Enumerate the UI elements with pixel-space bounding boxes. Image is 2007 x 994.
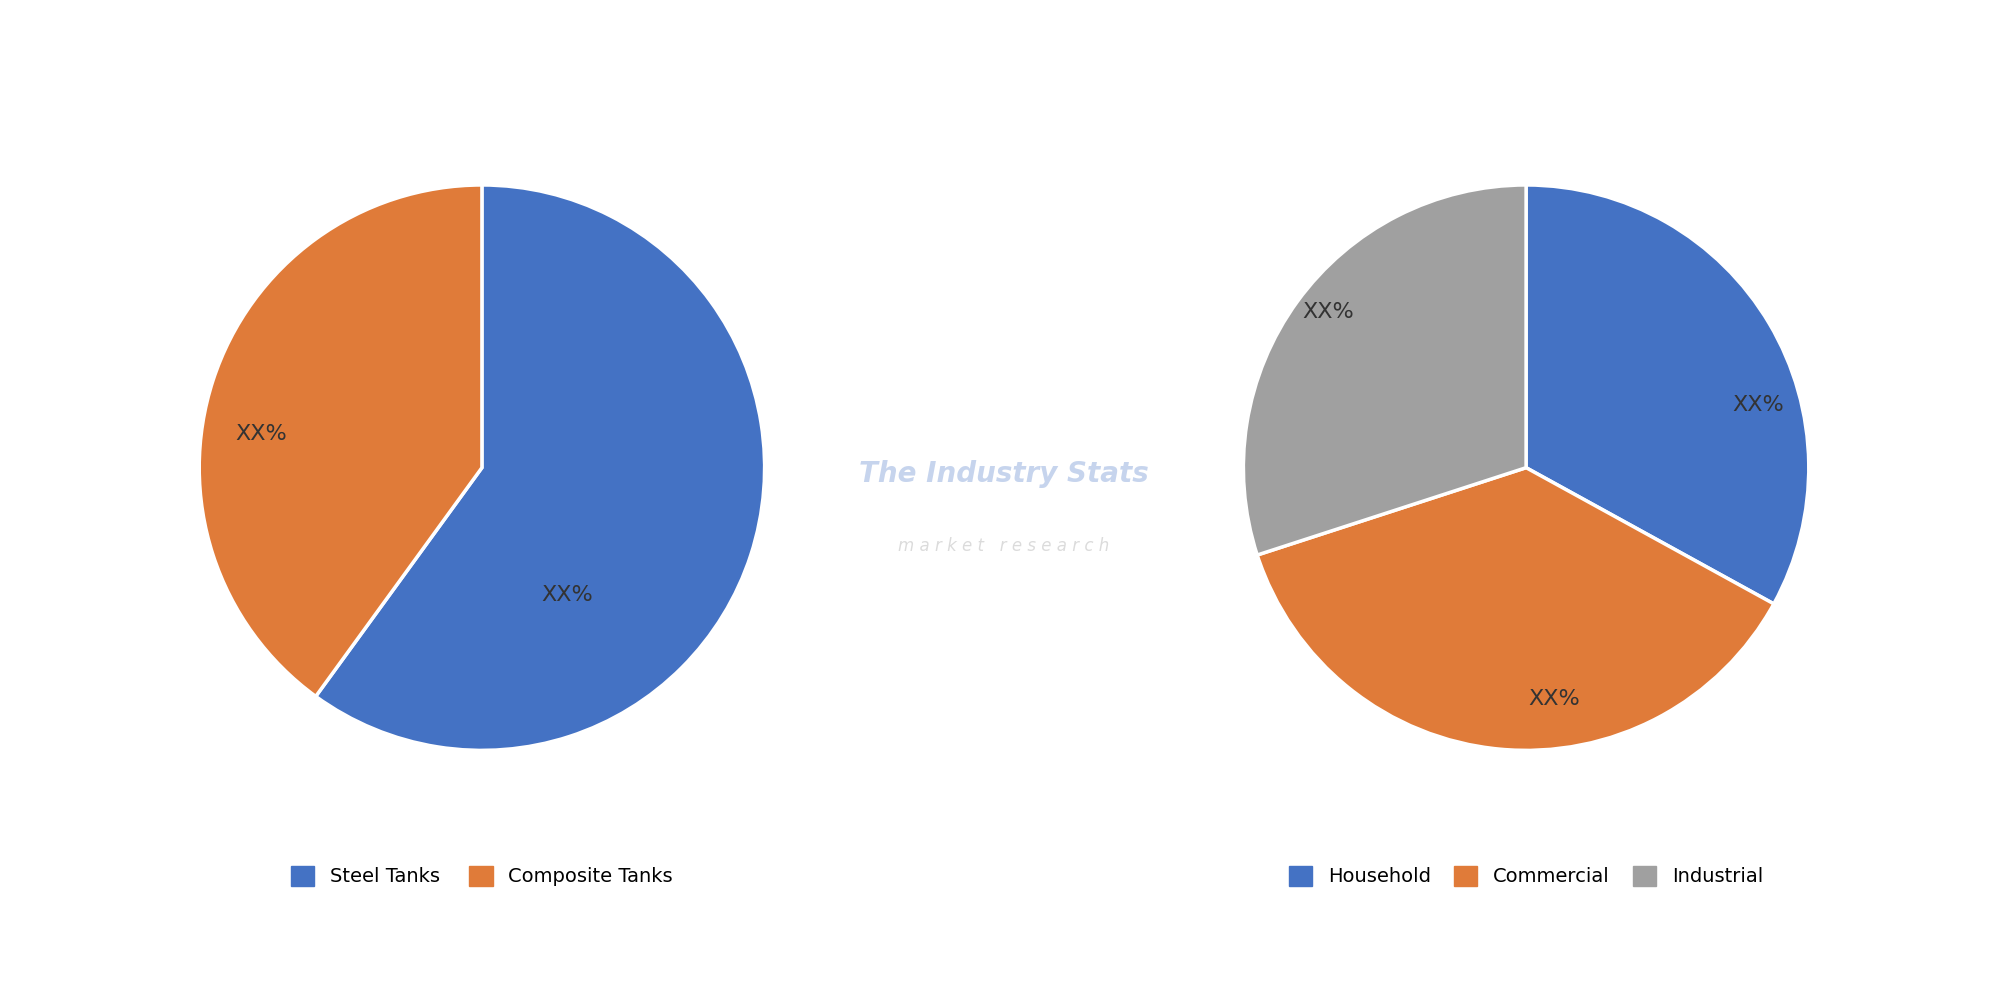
Wedge shape bbox=[1525, 185, 1808, 604]
Text: XX%: XX% bbox=[1303, 302, 1353, 322]
Text: The Industry Stats: The Industry Stats bbox=[859, 460, 1148, 488]
Text: Fig. Global Well Tank Market Share by Product Types & Application: Fig. Global Well Tank Market Share by Pr… bbox=[26, 43, 1174, 72]
Text: XX%: XX% bbox=[1732, 396, 1782, 415]
Wedge shape bbox=[315, 185, 765, 750]
Text: XX%: XX% bbox=[540, 584, 592, 605]
Text: Email: sales@theindustrystats.com: Email: sales@theindustrystats.com bbox=[626, 942, 979, 961]
Wedge shape bbox=[1242, 185, 1525, 555]
Text: Source: Theindustrystats Analysis: Source: Theindustrystats Analysis bbox=[20, 942, 365, 961]
Text: XX%: XX% bbox=[1527, 690, 1580, 710]
Text: m a r k e t   r e s e a r c h: m a r k e t r e s e a r c h bbox=[897, 538, 1110, 556]
Wedge shape bbox=[199, 185, 482, 697]
Text: XX%: XX% bbox=[235, 423, 287, 443]
Legend: Steel Tanks, Composite Tanks: Steel Tanks, Composite Tanks bbox=[281, 856, 682, 897]
Wedge shape bbox=[1256, 467, 1772, 750]
Text: Website: www.theindustrystats.com: Website: www.theindustrystats.com bbox=[1561, 942, 1931, 961]
Legend: Household, Commercial, Industrial: Household, Commercial, Industrial bbox=[1278, 856, 1772, 897]
